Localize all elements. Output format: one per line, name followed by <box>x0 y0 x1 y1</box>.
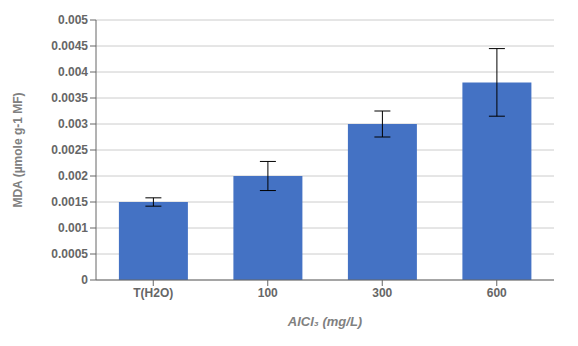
svg-text:300: 300 <box>372 286 392 300</box>
svg-text:0.0015: 0.0015 <box>51 195 88 209</box>
svg-text:0: 0 <box>81 273 88 287</box>
svg-text:0.005: 0.005 <box>58 13 88 27</box>
svg-text:100: 100 <box>258 286 278 300</box>
svg-text:AlCl₃ (mg/L): AlCl₃ (mg/L) <box>287 314 362 329</box>
svg-text:T(H2O): T(H2O) <box>133 286 173 300</box>
svg-text:0.0045: 0.0045 <box>51 39 88 53</box>
svg-text:0.004: 0.004 <box>58 65 88 79</box>
svg-text:600: 600 <box>487 286 507 300</box>
svg-text:0.003: 0.003 <box>58 117 88 131</box>
svg-text:0.001: 0.001 <box>58 221 88 235</box>
svg-text:0.0005: 0.0005 <box>51 247 88 261</box>
svg-text:0.0025: 0.0025 <box>51 143 88 157</box>
svg-text:MDA (µmole g-1 MF): MDA (µmole g-1 MF) <box>11 92 25 207</box>
svg-text:0.002: 0.002 <box>58 169 88 183</box>
svg-text:0.0035: 0.0035 <box>51 91 88 105</box>
